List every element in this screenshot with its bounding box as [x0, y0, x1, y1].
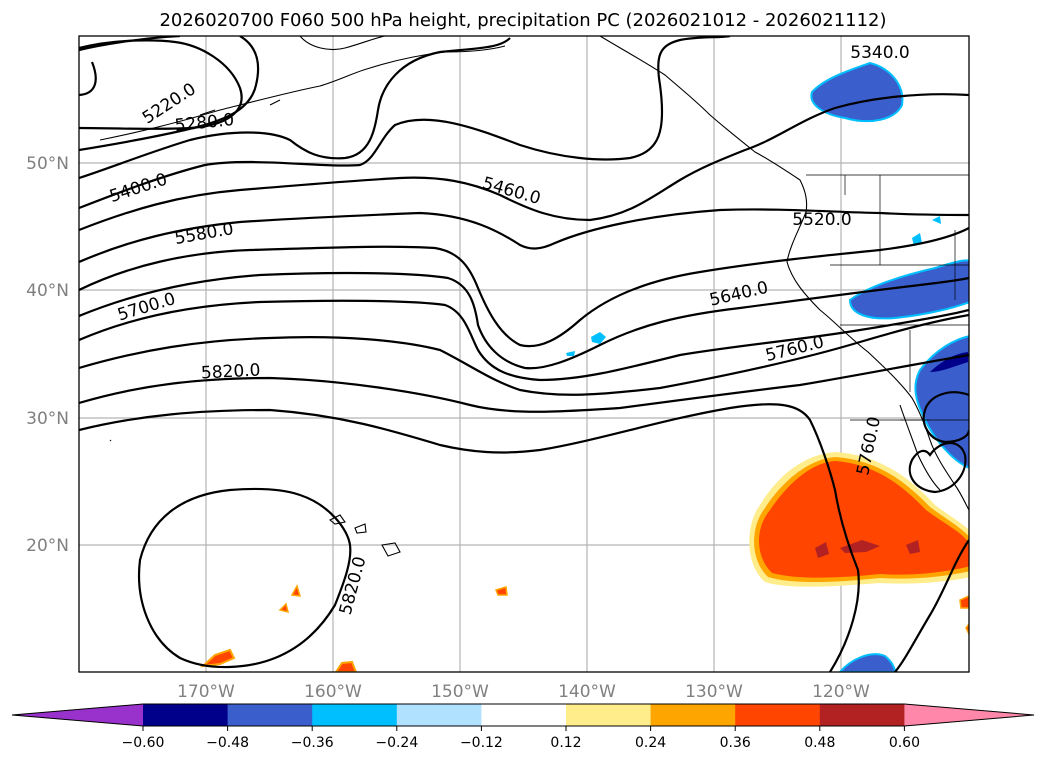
colorbar-tick-label: −0.24 [375, 735, 418, 751]
lat-label: 30°N [26, 409, 69, 429]
colorbar: −0.60 −0.48 −0.36 −0.24 −0.12 0.12 0.24 0.36 0.4… [11, 703, 1035, 751]
contour-label: 5340.0 [850, 43, 909, 63]
colorbar-tick-label: 0.12 [550, 735, 581, 751]
lon-label: 120°W [812, 682, 870, 702]
colorbar-segment [650, 704, 736, 726]
latitude-labels: 50°N 40°N 30°N 20°N [26, 154, 69, 556]
map-area: 5220.0 5280.0 5340.0 5400.0 5460.0 5520.… [79, 36, 969, 672]
colorbar-tick-label: −0.60 [122, 735, 165, 751]
colorbar-extend-min [12, 704, 143, 726]
colorbar-tick-label: 0.36 [720, 735, 751, 751]
colorbar-segment [735, 704, 821, 726]
height-contours [79, 36, 969, 672]
lon-label: 140°W [558, 682, 616, 702]
lon-label: 150°W [431, 682, 489, 702]
lat-label: 40°N [26, 281, 69, 301]
colorbar-tick-label: 0.60 [889, 735, 920, 751]
colorbar-segment [143, 704, 229, 726]
colorbar-segment [566, 704, 652, 726]
colorbar-segment [396, 704, 482, 726]
lon-label: 160°W [304, 682, 362, 702]
colorbar-segment [481, 704, 567, 726]
figure-title: 2026020700 F060 500 hPa height, precipit… [159, 10, 886, 31]
colorbar-tick-label: −0.48 [206, 735, 249, 751]
precip-positive-area [200, 452, 969, 672]
precip-negative-area [566, 61, 969, 672]
lon-label: 130°W [685, 682, 743, 702]
contour-label: 5820.0 [201, 360, 261, 383]
contour-label: 5520.0 [792, 210, 851, 230]
colorbar-tick-label: −0.12 [460, 735, 503, 751]
colorbar-segment [819, 704, 905, 726]
colorbar-tick-label: 0.24 [635, 735, 666, 751]
map-frame [78, 35, 970, 673]
colorbar-segment [312, 704, 398, 726]
lon-label: 170°W [177, 682, 235, 702]
colorbar-tick-label: 0.48 [804, 735, 835, 751]
colorbar-extend-max [904, 704, 1034, 726]
colorbar-segment [227, 704, 313, 726]
lat-label: 50°N [26, 154, 69, 174]
colorbar-tick-label: −0.36 [291, 735, 334, 751]
longitude-labels: 170°W 160°W 150°W 140°W 130°W 120°W [177, 682, 870, 702]
lat-label: 20°N [26, 536, 69, 556]
